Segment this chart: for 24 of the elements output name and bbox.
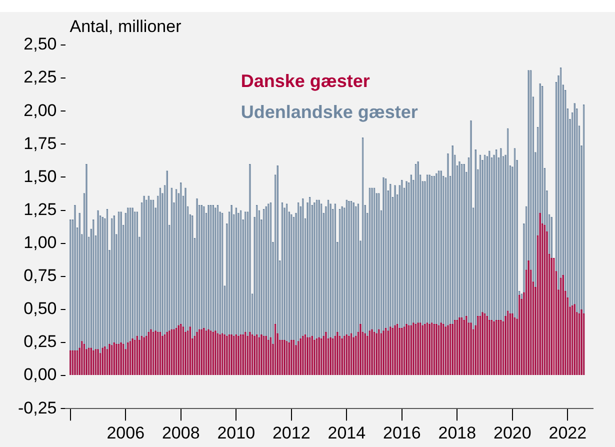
text: Danske gæster	[240, 71, 370, 91]
y-tick-label: 2,25	[24, 68, 57, 87]
y-tick-label: 0,00	[24, 365, 57, 384]
y-tick-label: 0,50	[24, 299, 57, 318]
y-tick-label: 1,00	[24, 233, 57, 252]
x-tick-label: 2018	[438, 423, 476, 442]
y-tick-label: 2,50	[24, 34, 57, 54]
x-tick-label: 2022	[548, 423, 587, 442]
y-tick-label: 0,75	[24, 266, 57, 286]
y-tick-label: 1,50	[24, 166, 57, 186]
x-tick-label: 2006	[106, 423, 145, 442]
x-tick-label: 2008	[162, 423, 200, 442]
x-tick-label: 2014	[328, 423, 366, 442]
y-tick-label: -0,25	[18, 398, 57, 418]
x-tick-label: 2020	[494, 423, 532, 442]
y-tick-label: 1,75	[24, 134, 57, 153]
x-tick-label: 2012	[272, 423, 310, 442]
y-axis-title: Antal, millioner	[70, 17, 182, 36]
y-tick-label: 0,25	[24, 332, 57, 352]
x-tick-label: 2010	[217, 423, 256, 442]
x-tick-label: 2016	[382, 423, 421, 442]
text: Udenlandske gæster	[240, 102, 418, 122]
y-tick-label: 2,00	[24, 100, 57, 120]
y-tick-label: 1,25	[24, 200, 57, 219]
